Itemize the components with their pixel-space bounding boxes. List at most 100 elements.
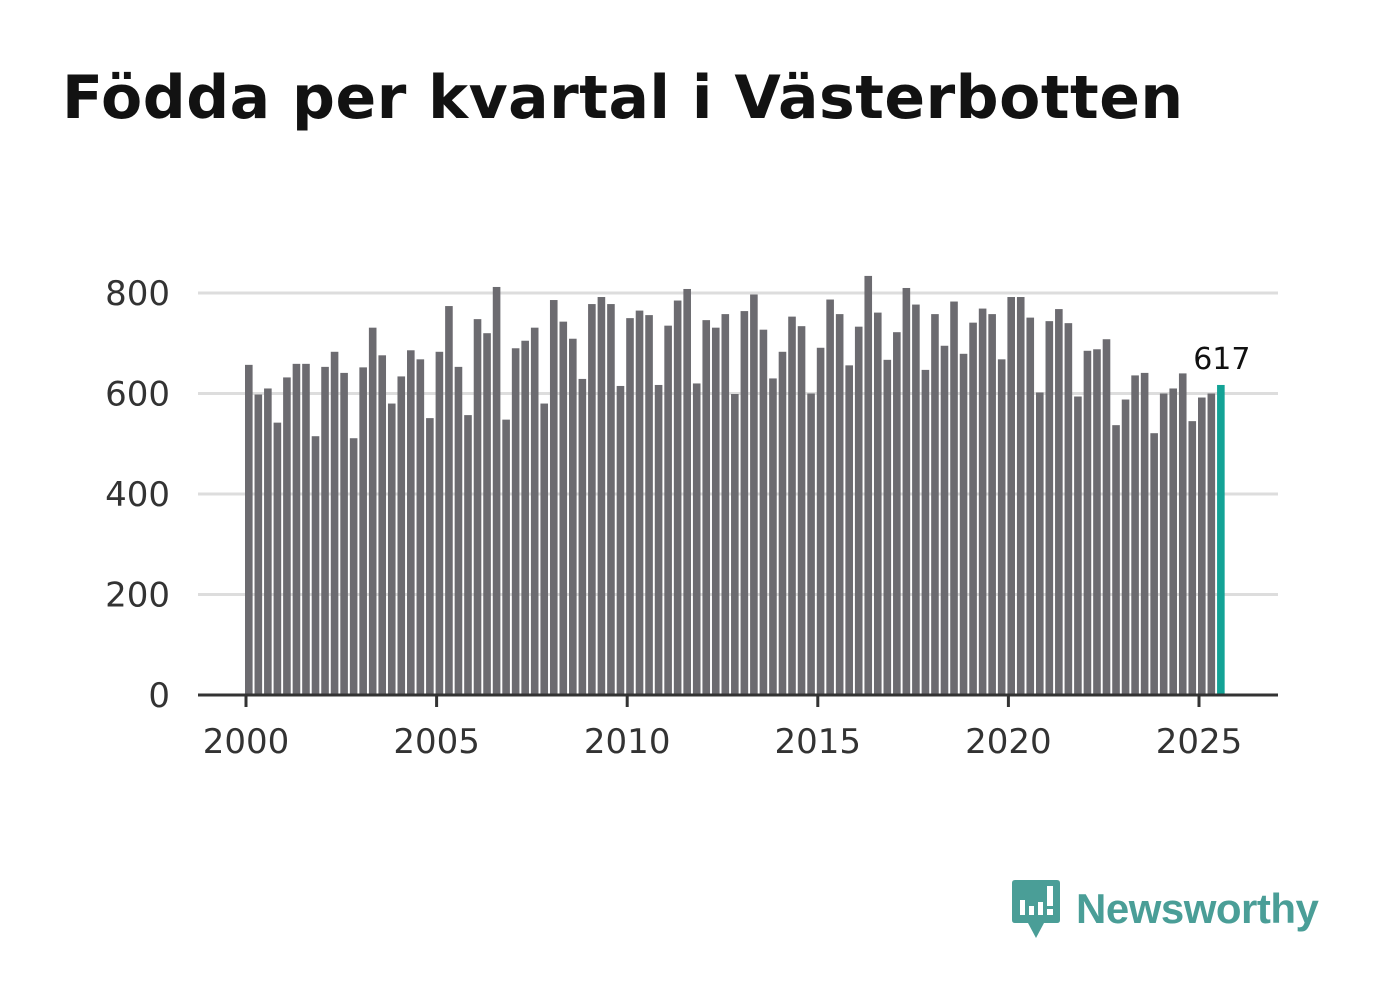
- bar: [1026, 317, 1035, 695]
- bar: [511, 348, 520, 695]
- bar: [978, 308, 987, 695]
- bar: [540, 403, 549, 695]
- bar: [521, 340, 529, 695]
- bar: [502, 419, 510, 695]
- bar: [597, 297, 606, 695]
- bar: [769, 378, 777, 695]
- bar: [826, 299, 834, 695]
- bar: [378, 355, 387, 695]
- bar: [397, 376, 406, 695]
- last-value-label: 617: [1193, 342, 1250, 377]
- bar: [368, 327, 377, 695]
- newsworthy-logo: Newsworthy: [1010, 878, 1319, 940]
- bar: [340, 372, 348, 695]
- bar: [407, 350, 415, 695]
- bar: [1150, 433, 1158, 695]
- bar: [931, 314, 939, 695]
- bar: [416, 359, 425, 695]
- newsworthy-logo-icon: [1012, 880, 1060, 938]
- bar: [607, 304, 615, 695]
- x-tick-label: 2020: [965, 722, 1052, 762]
- bar: [245, 364, 253, 695]
- bar: [359, 367, 367, 695]
- bar: [1045, 321, 1054, 695]
- data-labels: 617: [1193, 342, 1250, 377]
- bar: [426, 418, 434, 695]
- bar: [711, 327, 720, 695]
- bar: [616, 385, 625, 695]
- bar: [283, 377, 291, 695]
- bar: [835, 314, 844, 695]
- bar: [654, 384, 663, 695]
- bar: [788, 316, 796, 695]
- bar: [1035, 392, 1044, 695]
- bar: [1198, 397, 1206, 695]
- bar: [1055, 309, 1063, 695]
- bar: [1016, 297, 1025, 695]
- bar: [683, 288, 691, 695]
- bar: [959, 353, 968, 695]
- bar: [549, 300, 558, 695]
- x-tick-label: 2025: [1156, 722, 1243, 762]
- bar: [969, 322, 977, 695]
- bar: [816, 347, 825, 695]
- bar: [807, 393, 815, 695]
- bar: [864, 275, 873, 695]
- x-tick-label: 2000: [203, 722, 290, 762]
- bar: [702, 320, 711, 695]
- bar: [264, 388, 272, 695]
- bar: [997, 359, 1006, 695]
- bar: [645, 315, 653, 695]
- bar: [797, 326, 806, 695]
- bar: [569, 338, 577, 695]
- axes: 0 200 400 600 800 2000 2005 2010 2015 2020 2025: [105, 274, 1278, 762]
- bar: [454, 366, 463, 695]
- bar: [321, 366, 329, 695]
- bar: [1188, 421, 1197, 695]
- chart-title: Födda per kvartal i Västerbotten: [62, 63, 1184, 133]
- bar: [750, 294, 758, 695]
- bar: [1131, 375, 1139, 695]
- bar: [492, 286, 501, 695]
- bar: [1007, 297, 1015, 695]
- y-tick-label: 0: [148, 676, 170, 716]
- bar: [464, 415, 472, 695]
- x-tick-label: 2015: [775, 722, 862, 762]
- bar: [692, 383, 701, 695]
- bar: [387, 403, 396, 695]
- bar: [349, 438, 358, 695]
- bar: [731, 394, 739, 695]
- y-tick-label: 400: [105, 475, 170, 515]
- bar: [483, 333, 491, 695]
- bar: [721, 314, 730, 695]
- bar: [445, 306, 453, 695]
- y-tick-label: 800: [105, 274, 170, 314]
- bar: [635, 310, 644, 695]
- bar: [673, 300, 682, 695]
- bar: [1083, 350, 1092, 695]
- bar: [1169, 388, 1178, 695]
- bar: [988, 314, 996, 695]
- bar: [473, 319, 482, 695]
- y-tick-label: 600: [105, 375, 170, 415]
- bar: [940, 345, 949, 695]
- bar: [1102, 339, 1111, 695]
- bar: [311, 436, 320, 695]
- bar: [626, 318, 634, 696]
- bar: [578, 378, 587, 695]
- bar: [759, 329, 768, 695]
- bar: [921, 369, 930, 695]
- bar: [854, 326, 863, 695]
- bar: [1159, 393, 1168, 695]
- bar: [893, 332, 901, 695]
- bar: [254, 394, 263, 695]
- bar: [1121, 399, 1130, 695]
- bar: [1207, 393, 1216, 695]
- bar: [1074, 396, 1082, 695]
- bar: [1112, 425, 1120, 695]
- bar: [559, 321, 568, 695]
- bars: [245, 275, 1225, 696]
- bar: [845, 365, 853, 695]
- bar: [1064, 323, 1073, 695]
